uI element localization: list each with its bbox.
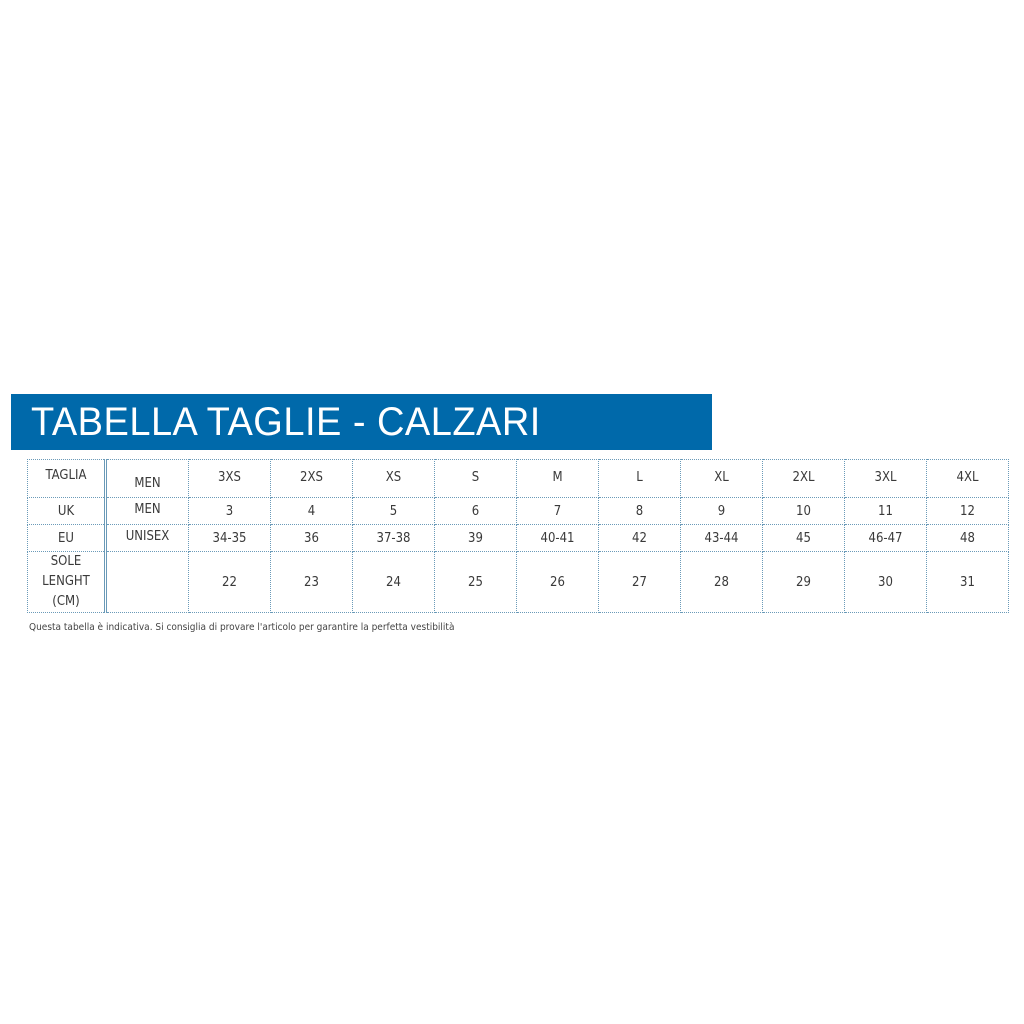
size-cell: 27 — [598, 551, 681, 613]
size-cell: 25 — [434, 551, 517, 613]
size-cell: 2XL — [762, 459, 845, 498]
size-cell: L — [598, 459, 681, 498]
size-cell: 43-44 — [680, 524, 763, 552]
size-cell: 36 — [270, 524, 353, 552]
size-cell: 8 — [598, 497, 681, 525]
size-cell: 30 — [844, 551, 927, 613]
size-cell: 39 — [434, 524, 517, 552]
row-label-line: (CM) — [52, 594, 80, 609]
size-cell: 24 — [352, 551, 435, 613]
size-cell: 22 — [188, 551, 271, 613]
table-row: TAGLIA MEN 3XS 2XS XS S M L XL 2XL 3XL 4XL — [27, 459, 1009, 498]
size-cell: XL — [680, 459, 763, 498]
size-cell: 29 — [762, 551, 845, 613]
row-label: UK — [27, 497, 107, 525]
size-cell: 23 — [270, 551, 353, 613]
size-cell: 5 — [352, 497, 435, 525]
size-cell: 7 — [516, 497, 599, 525]
size-cell: 34-35 — [188, 524, 271, 552]
size-cell: 9 — [680, 497, 763, 525]
row-label: SOLE LENGHT (CM) — [27, 551, 107, 613]
row-label: TAGLIA — [27, 459, 107, 498]
size-cell: S — [434, 459, 517, 498]
size-cell: 3XS — [188, 459, 271, 498]
size-cell: 26 — [516, 551, 599, 613]
table-row: SOLE LENGHT (CM) 22 23 24 25 26 27 28 29 30 31 — [27, 551, 1009, 613]
size-cell: M — [516, 459, 599, 498]
size-cell: XS — [352, 459, 435, 498]
size-cell: 28 — [680, 551, 763, 613]
size-cell: 10 — [762, 497, 845, 525]
size-cell: 4 — [270, 497, 353, 525]
row-sublabel: UNISEX — [105, 524, 189, 552]
table-row: UK MEN 3 4 5 6 7 8 9 10 11 12 — [27, 497, 1009, 525]
size-cell: 37-38 — [352, 524, 435, 552]
row-sublabel — [105, 551, 189, 613]
size-cell: 4XL — [926, 459, 1009, 498]
page-title: TABELLA TAGLIE - CALZARI — [31, 400, 541, 444]
size-cell: 11 — [844, 497, 927, 525]
size-cell: 40-41 — [516, 524, 599, 552]
size-cell: 42 — [598, 524, 681, 552]
size-cell: 3XL — [844, 459, 927, 498]
size-cell: 46-47 — [844, 524, 927, 552]
table-row: EU UNISEX 34-35 36 37-38 39 40-41 42 43-44 45 46-4… — [27, 524, 1009, 552]
size-cell: 45 — [762, 524, 845, 552]
row-label-line: SOLE — [50, 554, 82, 569]
size-cell: 31 — [926, 551, 1009, 613]
size-cell: 3 — [188, 497, 271, 525]
row-sublabel: MEN — [105, 497, 189, 525]
row-sublabel: MEN — [105, 459, 189, 498]
row-label: EU — [27, 524, 107, 552]
size-table: TAGLIA MEN 3XS 2XS XS S M L XL 2XL 3XL 4XL UK MEN 3 4 5 6… — [27, 459, 1009, 613]
size-cell: 12 — [926, 497, 1009, 525]
size-cell: 48 — [926, 524, 1009, 552]
size-cell: 6 — [434, 497, 517, 525]
title-banner: TABELLA TAGLIE - CALZARI — [11, 394, 712, 450]
disclaimer-note: Questa tabella è indicativa. Si consigli… — [29, 622, 455, 633]
size-cell: 2XS — [270, 459, 353, 498]
row-label-line: LENGHT — [42, 574, 90, 589]
